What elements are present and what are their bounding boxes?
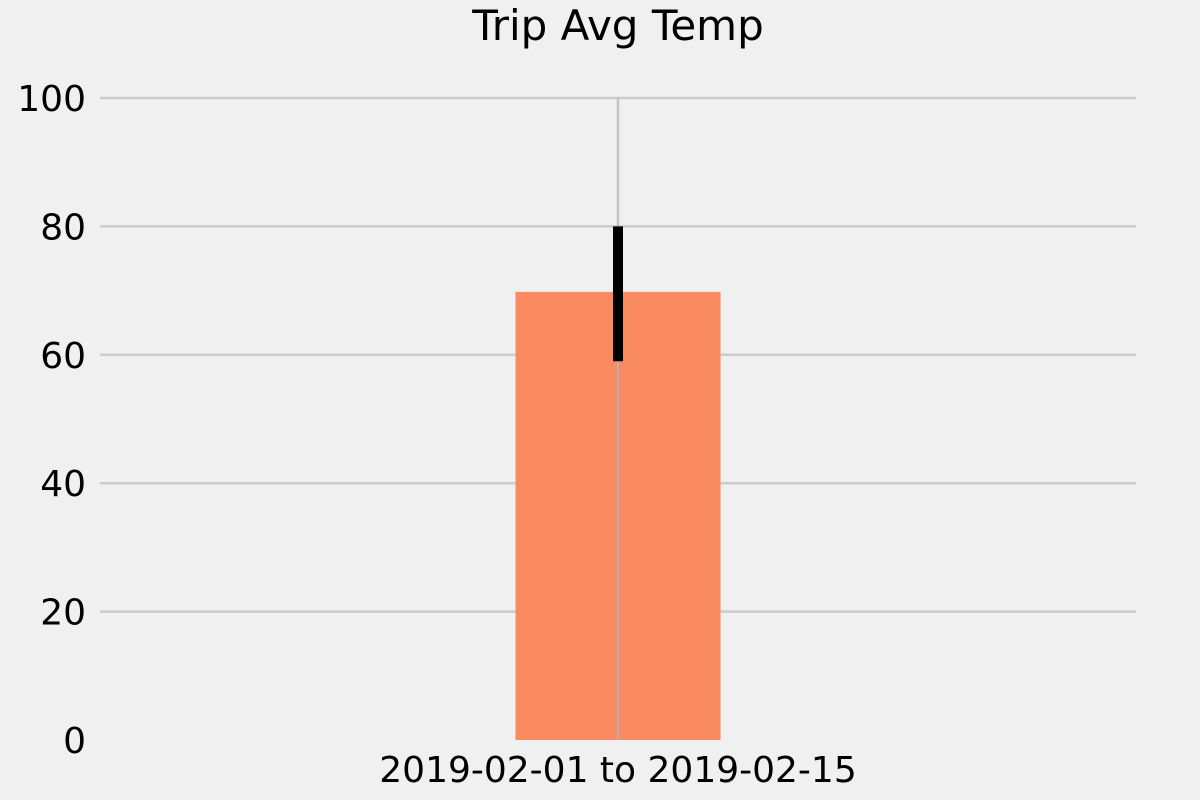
y-tick-label: 80	[40, 207, 86, 248]
x-axis-tick-labels: 2019-02-01 to 2019-02-15	[379, 750, 856, 791]
x-tick-label: 2019-02-01 to 2019-02-15	[379, 750, 856, 791]
y-tick-label: 20	[40, 593, 86, 634]
y-tick-label: 100	[17, 79, 86, 120]
y-tick-label: 40	[40, 464, 86, 505]
chart-title: Trip Avg Temp	[471, 1, 764, 50]
y-tick-label: 60	[40, 336, 86, 377]
y-axis-tick-labels: 0 20 40 60 80 100	[17, 79, 86, 762]
y-tick-label: 0	[63, 721, 86, 762]
